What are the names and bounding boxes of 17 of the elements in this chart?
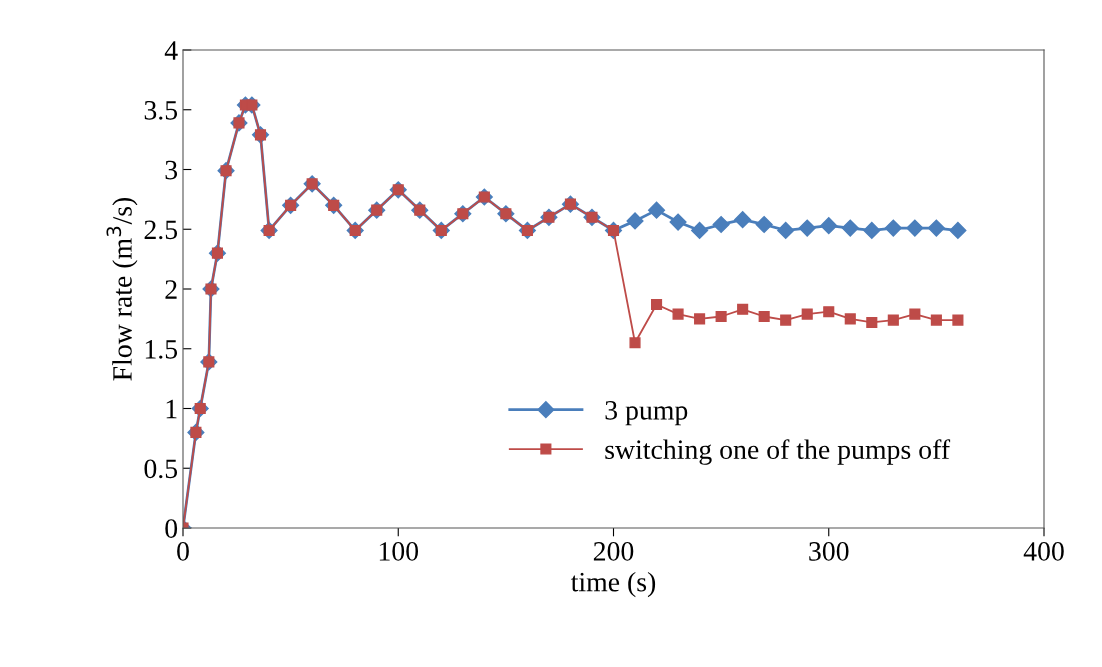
x-tick-label: 400 — [1023, 542, 1064, 561]
legend-label: 3 pump — [605, 401, 688, 426]
y-tick-label: 1.5 — [145, 340, 178, 359]
y-tick-label: 0 — [165, 519, 178, 538]
legend-label: switching one of the pumps off — [605, 439, 951, 465]
y-tick-label: 3.5 — [144, 100, 178, 120]
y-tick-label: 1 — [166, 399, 177, 419]
x-tick-label: 300 — [809, 542, 849, 561]
y-tick-label: 0.5 — [144, 459, 178, 479]
y-tick-label: 2.5 — [144, 220, 178, 240]
y-tick-label: 3 — [165, 160, 178, 180]
y-tick-label: 2 — [165, 280, 177, 299]
y-tick-label: 4 — [164, 41, 178, 60]
y-axis-title: Flow rate (m$^{3}$/s) — [106, 197, 138, 381]
x-tick-label: 200 — [593, 542, 634, 561]
x-tick-label: 100 — [379, 542, 419, 561]
x-axis-title: time (s) — [570, 571, 656, 598]
